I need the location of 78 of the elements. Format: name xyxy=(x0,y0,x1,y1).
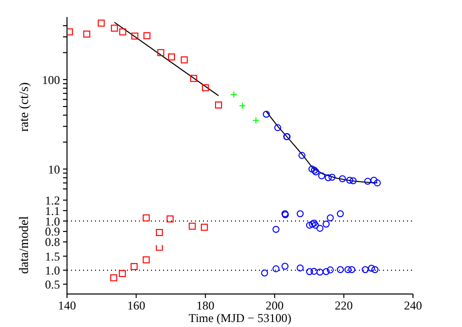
x-tick-label: 160 xyxy=(127,298,146,313)
x-tick-label: 180 xyxy=(196,298,214,313)
point xyxy=(230,91,238,98)
y-tick-label: 0.5 xyxy=(45,277,60,292)
point xyxy=(336,210,344,218)
point xyxy=(328,174,336,181)
y-axis-title: data/model xyxy=(16,216,32,274)
point xyxy=(98,20,105,27)
point xyxy=(296,264,304,272)
point xyxy=(67,28,73,36)
point xyxy=(346,176,354,184)
point xyxy=(371,266,378,274)
point xyxy=(338,175,346,182)
point xyxy=(180,56,188,64)
point xyxy=(312,222,319,229)
point xyxy=(110,24,118,32)
point xyxy=(156,245,163,251)
point xyxy=(308,166,316,173)
y-tick-label: 100 xyxy=(42,72,60,87)
point xyxy=(119,28,126,36)
point xyxy=(370,176,378,184)
point xyxy=(308,220,316,228)
point xyxy=(262,110,270,118)
point xyxy=(190,74,198,82)
point xyxy=(202,84,209,92)
point xyxy=(110,274,118,282)
point xyxy=(118,270,126,278)
x-tick-label: 140 xyxy=(58,298,76,313)
point xyxy=(326,266,334,274)
point xyxy=(322,268,330,276)
point xyxy=(322,220,330,228)
y-tick-label: 10 xyxy=(48,162,60,176)
point xyxy=(83,30,90,38)
point xyxy=(296,210,304,218)
point xyxy=(368,264,375,272)
x-tick-label: 220 xyxy=(334,298,353,313)
point xyxy=(316,224,324,232)
point xyxy=(348,266,356,274)
point xyxy=(261,270,268,276)
point xyxy=(200,224,208,231)
point xyxy=(326,214,334,222)
point xyxy=(157,49,164,56)
point xyxy=(166,215,174,222)
point xyxy=(316,268,324,276)
point xyxy=(252,116,260,124)
point xyxy=(215,101,222,108)
point xyxy=(324,174,332,182)
x-tick-label: 240 xyxy=(404,298,422,313)
point xyxy=(274,124,282,132)
point xyxy=(310,268,318,275)
point xyxy=(142,256,150,264)
point xyxy=(143,32,150,40)
point xyxy=(362,266,369,274)
point xyxy=(272,226,280,233)
x-tick-label: 200 xyxy=(266,298,284,313)
point xyxy=(298,152,306,159)
point xyxy=(310,220,318,227)
y-tick-label: 1.0 xyxy=(45,263,60,278)
point xyxy=(142,214,150,222)
point xyxy=(318,172,326,180)
x-axis-title: Time (MJD − 53100) xyxy=(188,311,292,325)
y-axis-title: rate (ct/s) xyxy=(16,82,32,132)
point xyxy=(306,268,314,276)
point xyxy=(364,178,372,185)
point xyxy=(374,179,381,186)
y-tick-label: 1.5 xyxy=(45,249,60,264)
point xyxy=(281,262,288,270)
point xyxy=(156,228,163,236)
point xyxy=(238,102,246,110)
point xyxy=(131,32,138,40)
point xyxy=(336,266,344,274)
point xyxy=(168,53,175,60)
point xyxy=(272,265,280,272)
point xyxy=(344,266,352,274)
point xyxy=(130,263,138,270)
point xyxy=(350,177,357,184)
point xyxy=(306,222,314,229)
point xyxy=(188,222,196,230)
